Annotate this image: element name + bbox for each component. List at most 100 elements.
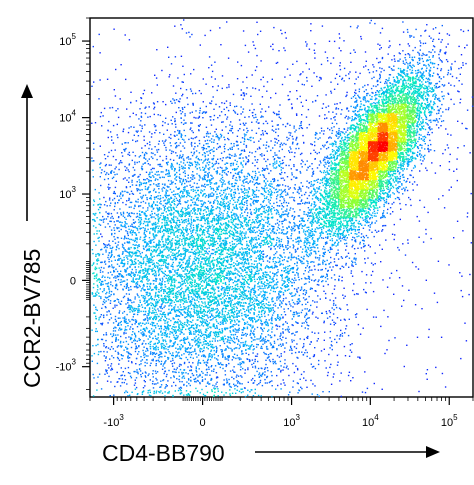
event-dot [372,270,374,273]
event-dot [347,116,350,118]
event-dot [124,250,126,252]
event-dot [130,346,133,349]
event-dot [261,186,263,189]
event-dot [272,156,274,158]
event-dot [137,188,140,191]
event-dot [118,216,120,218]
event-dot [134,348,137,350]
event-dot [295,321,297,323]
event-dot [237,187,239,190]
event-dot [125,274,128,276]
event-dot [215,133,218,135]
event-dot [297,274,299,276]
event-dot [120,340,122,343]
event-dot [333,274,336,276]
event-dot [221,102,223,104]
event-dot [126,351,128,353]
event-dot [314,99,317,102]
event-dot [274,137,276,140]
event-dot [393,69,395,71]
event-dot [371,231,373,233]
event-dot [298,300,300,302]
event-dot [147,349,149,352]
event-dot [266,255,268,257]
event-dot [300,311,303,314]
event-dot [129,215,132,218]
event-dot [123,285,126,288]
event-dot [351,263,353,265]
event-dot [260,60,262,62]
event-dot [204,378,206,380]
event-dot [399,181,401,183]
event-dot [188,361,190,364]
event-dot [259,138,262,140]
event-dot [287,326,290,328]
event-dot [307,328,309,330]
event-dot [177,77,179,79]
event-dot [321,312,323,314]
event-dot [325,157,328,159]
event-dot [179,380,181,383]
event-dot [441,95,443,98]
event-dot [419,58,421,60]
event-dot [247,51,250,53]
event-dot [283,311,286,313]
event-dot [211,192,213,194]
event-dot [311,331,313,333]
event-dot [321,275,323,277]
event-dot [141,127,143,130]
event-dot [335,107,338,109]
event-dot [141,288,143,290]
event-dot [286,232,288,234]
event-dot [316,394,319,396]
event-dot [307,317,309,319]
event-dot [435,96,437,99]
event-dot [326,274,328,276]
event-dot [239,179,241,181]
event-dot [175,186,177,188]
event-dot [336,73,338,75]
event-dot [333,88,336,90]
event-dot [100,249,102,251]
event-dot [222,354,224,356]
event-dot [237,144,239,146]
event-dot [272,345,275,347]
event-dot [387,202,390,205]
event-dot [339,380,341,382]
event-dot [386,82,388,84]
event-dot [125,78,127,81]
event-dot [271,120,273,122]
event-dot [127,343,130,345]
event-dot [178,132,180,135]
event-dot [306,260,308,262]
event-dot [110,170,112,173]
event-dot [172,98,174,100]
event-dot [138,245,140,247]
event-dot [98,373,101,375]
event-dot [393,58,396,60]
event-dot [135,271,137,274]
event-dot [372,264,374,266]
event-dot [295,256,297,259]
event-dot [272,225,274,228]
event-dot [118,312,120,314]
event-dot [163,306,165,309]
event-dot [328,157,330,159]
event-dot [324,158,326,161]
event-dot [120,270,122,272]
event-dot [126,108,128,110]
event-dot [179,98,181,100]
event-dot [353,111,355,113]
event-dot [98,98,100,100]
event-dot [146,285,148,288]
event-dot [126,241,129,244]
event-dot [130,337,133,340]
event-dot [144,313,146,316]
event-dot [296,264,298,267]
event-dot [424,30,426,32]
event-dot [272,361,274,363]
event-dot [138,251,141,253]
event-dot [207,164,210,166]
event-dot [189,369,191,372]
event-dot [193,177,196,179]
